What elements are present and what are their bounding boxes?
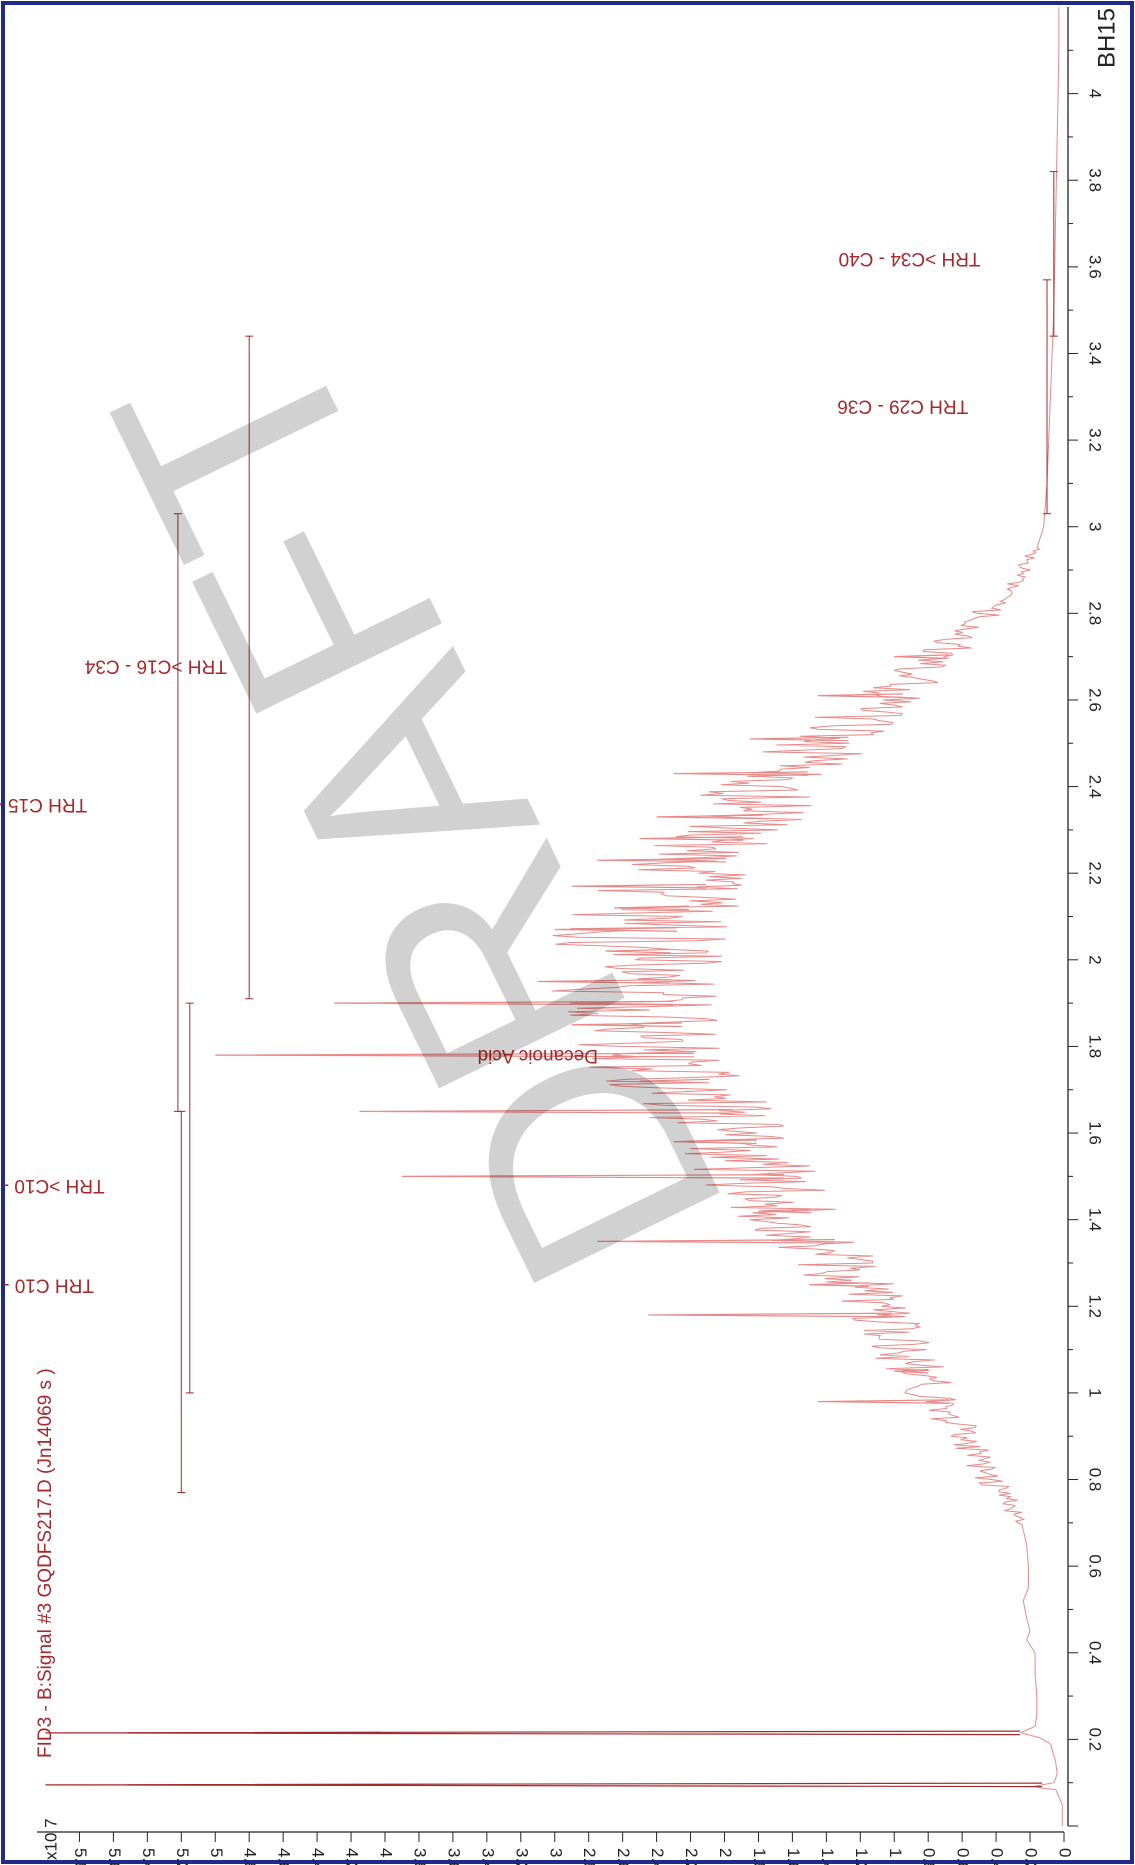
range-label: TRH >C10 - C16 <box>0 1175 105 1196</box>
x-tick-label: 3.6 <box>1086 255 1105 279</box>
peak <box>749 736 849 742</box>
x-tick-label: 2.4 <box>1086 775 1105 799</box>
x-tick-label: 2.8 <box>1086 602 1105 626</box>
peak <box>648 1312 892 1318</box>
y-tick-label: 5.8 <box>71 1848 90 1865</box>
peak <box>673 771 808 776</box>
y-tick-label: 3.6 <box>444 1848 463 1865</box>
y-tick-label: 4.2 <box>343 1848 362 1865</box>
peak <box>656 814 764 820</box>
y-tick-label: 0.8 <box>920 1848 939 1865</box>
x-tick-label: 3.8 <box>1086 168 1105 192</box>
y-tick-label: 2.6 <box>614 1848 633 1865</box>
peak <box>45 1730 1020 1736</box>
x-tick-label: 0.2 <box>1086 1728 1105 1752</box>
x-tick-label: 3.4 <box>1086 342 1105 366</box>
peak <box>894 654 949 659</box>
y-tick-label: 4.8 <box>241 1848 260 1865</box>
range-label: TRH C10 - C14 <box>0 1275 94 1296</box>
y-tick-label: 1.8 <box>750 1848 769 1865</box>
peak <box>359 1109 733 1114</box>
y-tick-label: 0.4 <box>988 1848 1007 1865</box>
peak <box>554 927 677 932</box>
y-tick-label: 1 <box>886 1848 905 1857</box>
peak <box>597 1238 835 1244</box>
y-tick-label: 0.2 <box>1022 1848 1041 1865</box>
y-tick-label: 4.4 <box>309 1848 328 1865</box>
x-tick-label: 0.8 <box>1086 1468 1105 1492</box>
peak <box>605 948 671 954</box>
peak <box>45 1782 1042 1788</box>
chart-title: FID3 - B:Signal #3 GQDFS217.D (Jn14069 s… <box>35 1368 56 1758</box>
range-label: TRH >C34 - C40 <box>839 248 981 269</box>
y-tick-label: 2.4 <box>648 1848 667 1865</box>
y-tick-label: 3.8 <box>410 1848 429 1865</box>
x-tick-label: 4 <box>1086 89 1105 98</box>
y-tick-label: 3 <box>546 1848 565 1857</box>
peak <box>597 857 727 863</box>
range-label: TRH C29 - C36 <box>837 395 968 416</box>
peak <box>537 979 671 984</box>
y-tick-label: 5.6 <box>105 1848 124 1865</box>
x-tick-label: 0.6 <box>1086 1554 1105 1578</box>
peak <box>614 905 689 911</box>
y-tick-label: 0.6 <box>954 1848 973 1865</box>
y-tick-label: 4.6 <box>275 1848 294 1865</box>
y-tick-label: 0 <box>1056 1848 1075 1857</box>
x-tick-label: 0.4 <box>1086 1641 1105 1665</box>
peak <box>639 1078 710 1084</box>
peak <box>639 836 744 841</box>
peak <box>571 883 706 889</box>
x-tick-label: 1.8 <box>1086 1035 1105 1059</box>
x-tick-label: 3.2 <box>1086 428 1105 452</box>
y-tick-label: 1.6 <box>784 1848 803 1865</box>
y-tick-label: 1.2 <box>852 1848 871 1865</box>
y-tick-label: 2 <box>716 1848 735 1857</box>
x-tick-label: 2.6 <box>1086 688 1105 712</box>
range-label: TRH >C16 - C34 <box>84 655 226 676</box>
y-tick-label: 3.4 <box>478 1848 497 1865</box>
y-tick-label: 1.4 <box>818 1848 837 1865</box>
peak <box>894 1368 929 1374</box>
peak <box>817 1399 949 1404</box>
range-label: TRH C15 - C28 <box>0 794 87 815</box>
y-tick-label: 2.8 <box>580 1848 599 1865</box>
x-tick-label: 1.4 <box>1086 1208 1105 1232</box>
x-tick-label: 1 <box>1086 1388 1105 1397</box>
y-tick-label: 5.2 <box>173 1848 192 1865</box>
peak <box>758 1208 812 1214</box>
peak <box>817 693 904 698</box>
peak <box>809 1282 869 1287</box>
y-tick-label: 2.2 <box>682 1848 701 1865</box>
y-tick-label: 5 <box>207 1848 226 1857</box>
peak <box>334 1000 674 1006</box>
peak <box>401 1174 784 1179</box>
x-tick-label: 3 <box>1086 522 1105 531</box>
x-tick-label: 2 <box>1086 955 1105 964</box>
peak <box>215 1052 694 1058</box>
y-tick-label: 3.2 <box>512 1848 531 1865</box>
peak <box>571 1022 683 1028</box>
peak <box>673 1139 757 1145</box>
y-tick-label: 4 <box>377 1848 396 1857</box>
y-multiplier-label: x10 7 <box>41 1818 60 1860</box>
y-tick-label: 5.4 <box>139 1848 158 1865</box>
x-tick-label: 2.2 <box>1086 861 1105 885</box>
x-tick-label: 1.2 <box>1086 1294 1105 1318</box>
peak-label-decanoic-acid: Decanoic Acid <box>478 1045 598 1066</box>
draft-watermark: DRAFT <box>48 288 788 1334</box>
sample-id: BH15 <box>1093 8 1120 68</box>
x-tick-label: 1.6 <box>1086 1121 1105 1145</box>
